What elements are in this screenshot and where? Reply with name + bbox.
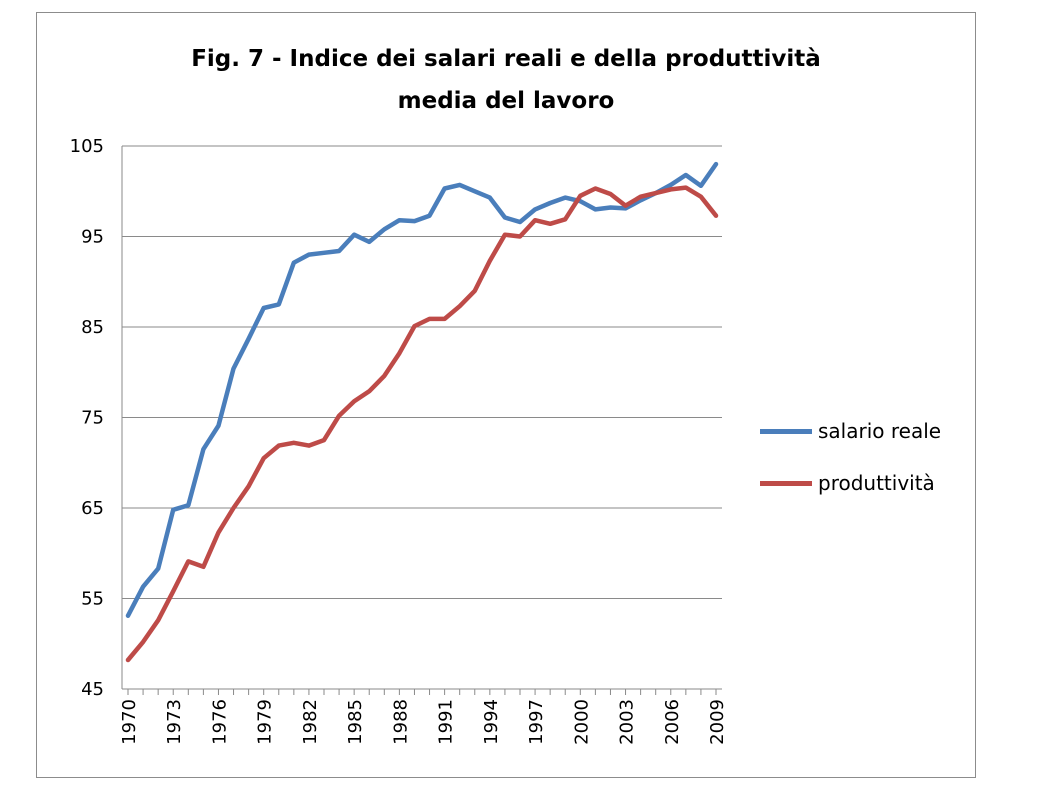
x-tick-label-2003: 2003 bbox=[617, 699, 638, 745]
x-tick-label-1997: 1997 bbox=[526, 699, 547, 745]
chart-frame bbox=[36, 12, 976, 778]
chart-title-line-1: Fig. 7 - Indice dei salari reali e della… bbox=[191, 46, 821, 72]
y-tick-label-55: 55 bbox=[81, 589, 104, 610]
x-tick-label-1973: 1973 bbox=[164, 699, 185, 745]
x-tick-label-2009: 2009 bbox=[707, 699, 728, 745]
chart-legend: salario reale produttività bbox=[760, 405, 970, 509]
legend-label-produttivita: produttività bbox=[818, 471, 935, 495]
x-tick-label-1985: 1985 bbox=[345, 699, 366, 745]
x-tick-label-2006: 2006 bbox=[662, 699, 683, 745]
series-line-salario-reale bbox=[125, 161, 719, 618]
x-tick-label-1991: 1991 bbox=[436, 699, 457, 745]
x-tick-label-1988: 1988 bbox=[390, 699, 411, 745]
y-tick-label-95: 95 bbox=[81, 227, 104, 248]
legend-label-salario-reale: salario reale bbox=[818, 419, 942, 443]
chart-title-line-2: media del lavoro bbox=[397, 88, 615, 114]
legend-swatch-produttivita bbox=[760, 480, 812, 486]
x-tick-label-1994: 1994 bbox=[481, 699, 502, 745]
y-tick-label-105: 105 bbox=[70, 136, 104, 157]
y-tick-label-45: 45 bbox=[81, 679, 104, 700]
y-tick-label-65: 65 bbox=[81, 498, 104, 519]
x-tick-label-1976: 1976 bbox=[209, 699, 230, 745]
legend-item-produttivita: produttività bbox=[760, 457, 970, 509]
y-tick-label-85: 85 bbox=[81, 317, 104, 338]
series-line-produttivita bbox=[125, 185, 719, 663]
chart-title: Fig. 7 - Indice dei salari reali e della… bbox=[36, 38, 976, 122]
x-tick-label-1979: 1979 bbox=[255, 699, 276, 745]
x-tick-label-1970: 1970 bbox=[119, 699, 140, 745]
x-tick-label-2000: 2000 bbox=[571, 699, 592, 745]
y-tick-label-75: 75 bbox=[81, 408, 104, 429]
legend-swatch-salario-reale bbox=[760, 428, 812, 434]
legend-item-salario-reale: salario reale bbox=[760, 405, 970, 457]
x-tick-label-1982: 1982 bbox=[300, 699, 321, 745]
